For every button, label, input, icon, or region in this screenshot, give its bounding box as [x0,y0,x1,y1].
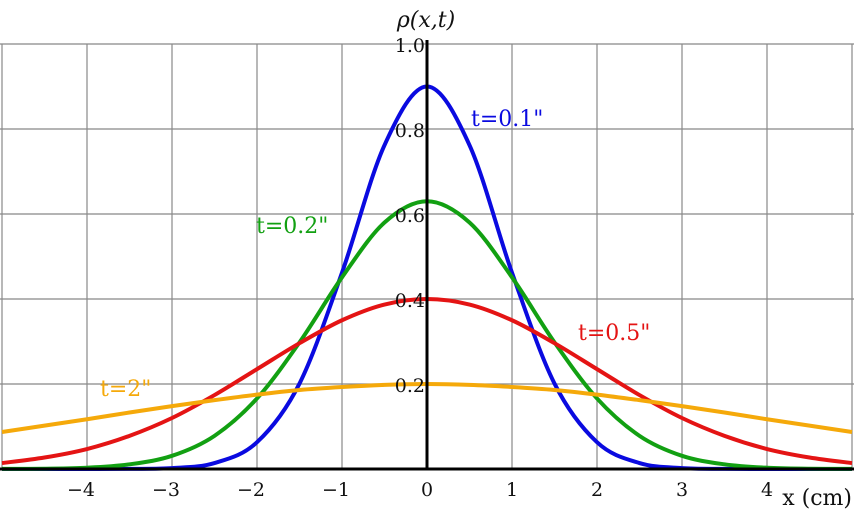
x-tick-label: 2 [591,479,603,501]
y-tick-label: 0.4 [395,290,425,312]
series-label-t2: t=2" [100,377,151,402]
series-label-t05: t=0.5" [578,321,650,346]
y-tick-label: 0.6 [395,205,425,227]
y-tick-label: 0.8 [395,120,425,142]
y-tick-label: 1.0 [395,35,425,57]
x-tick-label: 3 [676,479,688,501]
series-label-t02: t=0.2" [256,214,328,239]
x-tick-label: −4 [67,479,95,501]
x-tick-label: −3 [152,479,180,501]
x-tick-label: −1 [322,479,350,501]
x-axis-label: x (cm) [782,486,852,511]
y-axis-label: ρ(x,t) [396,8,455,33]
x-tick-labels: −4 −3 −2 −1 0 1 2 3 4 [67,479,773,501]
y-tick-label: 0.2 [395,375,425,397]
x-tick-label: 1 [506,479,518,501]
series-label-t01: t=0.1" [471,107,543,132]
y-tick-labels: 0.2 0.4 0.6 0.8 1.0 [395,35,425,397]
x-tick-label: 4 [761,479,773,501]
x-tick-label: 0 [421,479,433,501]
x-tick-label: −2 [237,479,265,501]
